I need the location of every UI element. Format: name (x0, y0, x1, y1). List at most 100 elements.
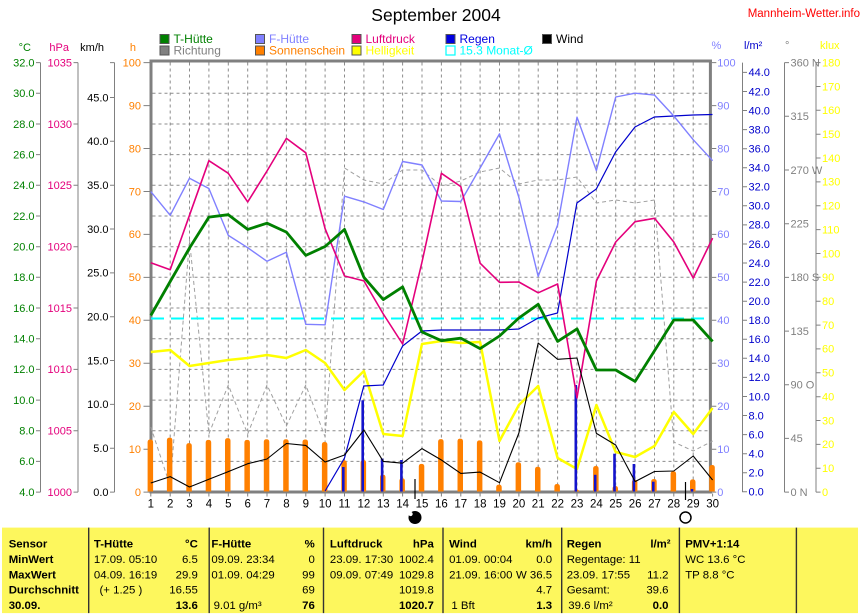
svg-text:1020.7: 1020.7 (399, 600, 434, 612)
svg-text:1029.8: 1029.8 (399, 569, 434, 581)
svg-text:%: % (305, 539, 315, 551)
svg-text:0.0: 0.0 (536, 554, 552, 566)
svg-text:36.0: 36.0 (749, 144, 770, 156)
svg-text:6.5: 6.5 (182, 554, 198, 566)
svg-text:17: 17 (454, 499, 467, 511)
svg-text:40: 40 (129, 315, 141, 327)
svg-text:160: 160 (822, 105, 840, 117)
svg-text:11.2: 11.2 (647, 569, 668, 581)
svg-text:26: 26 (629, 499, 642, 511)
svg-text:21.09. 16:00: 21.09. 16:00 (449, 569, 512, 581)
svg-text:18.0: 18.0 (13, 272, 34, 284)
svg-text:26.0: 26.0 (13, 149, 34, 161)
svg-text:30.0: 30.0 (749, 201, 770, 213)
svg-text:0.0: 0.0 (749, 487, 764, 499)
svg-text:69: 69 (302, 585, 315, 597)
svg-text:20.0: 20.0 (749, 296, 770, 308)
svg-text:4: 4 (206, 499, 213, 511)
svg-text:WC 13.6 °C: WC 13.6 °C (685, 554, 745, 566)
svg-text:7: 7 (264, 499, 270, 511)
svg-text:Mannheim-Wetter.info: Mannheim-Wetter.info (748, 8, 860, 20)
svg-text:(+ 1.25 ): (+ 1.25 ) (100, 585, 143, 597)
svg-text:klux: klux (820, 40, 840, 52)
svg-text:01.09. 00:04: 01.09. 00:04 (449, 554, 512, 566)
svg-text:6: 6 (244, 499, 250, 511)
svg-text:40: 40 (717, 315, 729, 327)
svg-text:F-Hütte: F-Hütte (269, 32, 309, 46)
svg-text:0.0: 0.0 (653, 600, 669, 612)
svg-text:20: 20 (717, 401, 729, 413)
svg-text:15.3 Monat-Ø: 15.3 Monat-Ø (460, 44, 533, 58)
svg-text:Gesamt:: Gesamt: (567, 585, 610, 597)
svg-text:2.0: 2.0 (749, 468, 764, 480)
svg-text:100: 100 (717, 57, 735, 69)
svg-text:Richtung: Richtung (174, 44, 221, 58)
svg-text:22: 22 (551, 499, 564, 511)
svg-text:PMV+1:14: PMV+1:14 (685, 539, 740, 551)
svg-text:1015: 1015 (48, 303, 72, 315)
svg-text:5.0: 5.0 (93, 443, 108, 455)
svg-text:hPa: hPa (413, 539, 435, 551)
svg-text:22.0: 22.0 (749, 277, 770, 289)
svg-text:28: 28 (667, 499, 680, 511)
svg-text:80: 80 (129, 143, 141, 155)
svg-text:30: 30 (822, 415, 834, 427)
svg-text:30: 30 (129, 358, 141, 370)
svg-text:39.6 l/m²: 39.6 l/m² (568, 600, 613, 612)
svg-text:80: 80 (822, 296, 834, 308)
svg-text:September 2004: September 2004 (371, 5, 501, 25)
svg-text:45: 45 (791, 433, 803, 445)
svg-text:3: 3 (186, 499, 192, 511)
svg-text:90: 90 (822, 272, 834, 284)
svg-text:km/h: km/h (526, 539, 553, 551)
svg-text:20.0: 20.0 (87, 312, 108, 324)
svg-text:Regen: Regen (460, 32, 495, 46)
svg-text:20.0: 20.0 (13, 242, 34, 254)
svg-text:Helligkeit: Helligkeit (366, 44, 415, 58)
svg-text:23.09. 17:55: 23.09. 17:55 (567, 569, 630, 581)
svg-text:10.0: 10.0 (87, 399, 108, 411)
svg-text:Regentage: 11: Regentage: 11 (567, 554, 641, 566)
svg-text:Durchschnitt: Durchschnitt (9, 585, 79, 597)
svg-text:Luftdruck: Luftdruck (330, 539, 383, 551)
svg-text:24.0: 24.0 (13, 180, 34, 192)
svg-text:4.7: 4.7 (536, 585, 552, 597)
svg-text:25: 25 (609, 499, 622, 511)
svg-text:24.0: 24.0 (749, 258, 770, 270)
svg-text:01.09. 04:29: 01.09. 04:29 (211, 569, 274, 581)
svg-text:10: 10 (717, 444, 729, 456)
svg-text:8.0: 8.0 (749, 410, 764, 422)
svg-text:29.9: 29.9 (176, 569, 198, 581)
svg-text:90: 90 (717, 100, 729, 112)
svg-text:T-Hütte: T-Hütte (174, 32, 214, 46)
svg-text:F-Hütte: F-Hütte (211, 539, 251, 551)
svg-text:1010: 1010 (48, 364, 72, 376)
svg-text:14: 14 (396, 499, 409, 511)
svg-text:39.6: 39.6 (646, 585, 668, 597)
svg-text:5: 5 (225, 499, 231, 511)
svg-text:180: 180 (822, 57, 840, 69)
svg-text:1025: 1025 (48, 180, 72, 192)
svg-text:1: 1 (148, 499, 154, 511)
svg-text:99: 99 (302, 569, 315, 581)
svg-text:8: 8 (283, 499, 289, 511)
svg-text:140: 140 (822, 153, 840, 165)
svg-text:1019.8: 1019.8 (399, 585, 434, 597)
svg-text:40: 40 (822, 392, 834, 404)
svg-text:1000: 1000 (48, 487, 72, 499)
svg-text:hPa: hPa (49, 42, 69, 54)
svg-text:13.6: 13.6 (176, 600, 198, 612)
svg-text:24: 24 (590, 499, 603, 511)
svg-text:17.09. 05:10: 17.09. 05:10 (94, 554, 157, 566)
svg-text:T-Hütte: T-Hütte (94, 539, 133, 551)
svg-text:9: 9 (303, 499, 309, 511)
svg-text:16: 16 (435, 499, 448, 511)
svg-text:12.0: 12.0 (13, 364, 34, 376)
svg-text:100: 100 (822, 248, 840, 260)
svg-text:04.09. 16:19: 04.09. 16:19 (94, 569, 157, 581)
svg-text:0: 0 (308, 554, 314, 566)
svg-text:23.09. 17:30: 23.09. 17:30 (330, 554, 393, 566)
svg-text:60: 60 (822, 344, 834, 356)
svg-text:30.0: 30.0 (87, 224, 108, 236)
svg-text:16.0: 16.0 (13, 303, 34, 315)
